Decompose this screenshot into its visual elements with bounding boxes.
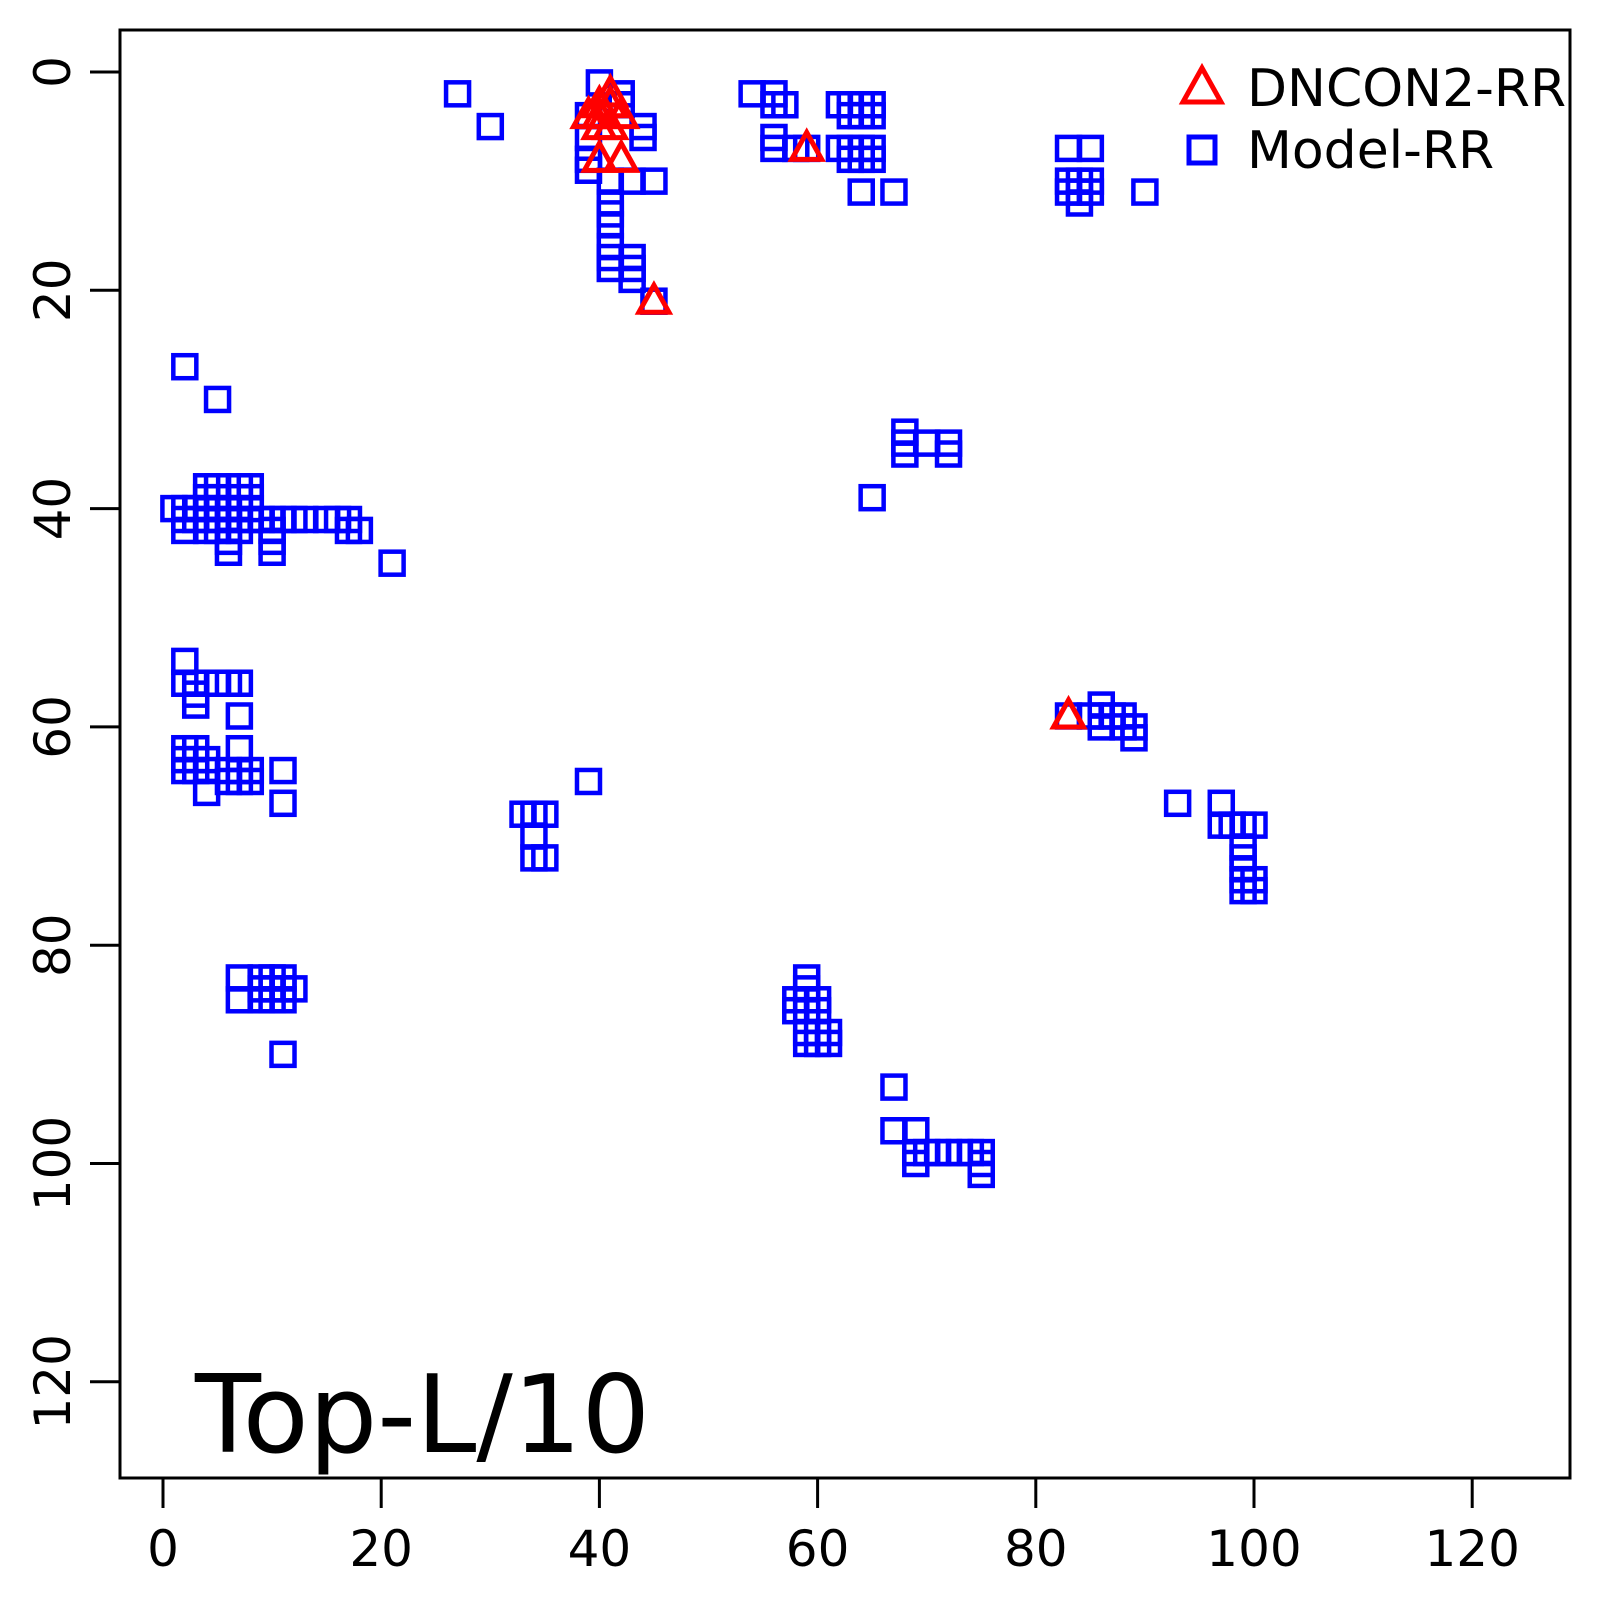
- y-tick-label: 100: [24, 1116, 82, 1211]
- legend-square-icon: [1186, 134, 1218, 166]
- model-rr-point: [771, 90, 799, 119]
- model-rr-point: [269, 1040, 297, 1069]
- x-tick-label: 80: [1004, 1520, 1068, 1578]
- model-rr-point: [1240, 876, 1268, 905]
- x-tick-label: 20: [349, 1520, 413, 1578]
- dncon2-rr-point: [601, 138, 641, 173]
- model-rr-point: [1207, 789, 1236, 818]
- model-rr-point: [378, 549, 406, 577]
- model-rr-point: [640, 167, 668, 195]
- legend: DNCON2-RR Model-RR: [1178, 59, 1566, 181]
- model-rr-point: [225, 702, 254, 730]
- dncon2-rr-point: [591, 105, 630, 141]
- model-rr-point: [181, 691, 210, 719]
- model-rr-point: [203, 385, 232, 414]
- model-rr-point: [1120, 724, 1148, 752]
- model-rr-point: [269, 789, 297, 818]
- model-rr-point: [596, 167, 625, 195]
- dncon2-rr-point: [787, 127, 826, 162]
- series-dncon2-rr: [569, 72, 1088, 730]
- y-tick-label: 80: [24, 913, 82, 977]
- model-rr-point: [443, 80, 472, 108]
- x-axis: 0 20 40 60 80 100 120: [147, 1478, 1520, 1578]
- legend-label-dncon2: DNCON2-RR: [1247, 59, 1566, 119]
- model-rr-point: [345, 516, 374, 545]
- x-tick-label: 60: [786, 1520, 850, 1578]
- model-rr-point: [880, 1073, 908, 1101]
- model-rr-point: [236, 767, 265, 796]
- model-rr-point: [912, 429, 941, 457]
- model-rr-point: [1065, 189, 1094, 217]
- dncon2-rr-point: [634, 280, 674, 315]
- y-tick-label: 60: [24, 695, 82, 759]
- model-rr-point: [858, 145, 886, 174]
- model-rr-point: [618, 265, 646, 294]
- x-tick-label: 40: [568, 1520, 632, 1578]
- model-rr-point: [847, 178, 875, 206]
- model-rr-point: [902, 1149, 930, 1178]
- model-rr-point: [225, 734, 254, 763]
- model-rr-point: [225, 986, 254, 1014]
- x-tick-label: 120: [1424, 1520, 1519, 1578]
- model-rr-point: [520, 822, 548, 850]
- model-rr-point: [880, 178, 908, 206]
- plot-border: [118, 28, 1572, 1480]
- model-rr-point: [814, 1029, 843, 1058]
- model-rr-point: [967, 1160, 995, 1189]
- model-rr-point: [1163, 789, 1192, 818]
- panel-title: Top-L/10: [194, 1353, 650, 1478]
- model-rr-point: [880, 1117, 908, 1145]
- x-tick-label: 0: [147, 1520, 179, 1578]
- model-rr-point: [1054, 134, 1083, 163]
- x-tick-label: 100: [1206, 1520, 1301, 1578]
- model-rr-point: [192, 778, 221, 807]
- legend-label-model: Model-RR: [1247, 121, 1494, 181]
- model-rr-point: [225, 964, 254, 992]
- model-rr-point: [269, 756, 297, 785]
- model-rr-point: [858, 483, 886, 512]
- model-rr-point: [476, 112, 505, 141]
- model-rr-point: [858, 101, 886, 130]
- model-rr-point: [269, 986, 297, 1014]
- model-rr-point: [171, 647, 199, 676]
- model-rr-point: [171, 352, 199, 381]
- model-rr-point: [258, 538, 286, 567]
- model-rr-point: [574, 767, 603, 796]
- y-axis: 0 20 40 60 80 100 120: [24, 56, 120, 1430]
- model-rr-point: [531, 844, 559, 872]
- model-rr-point: [225, 669, 254, 697]
- y-tick-label: 0: [24, 56, 82, 88]
- model-rr-point: [738, 80, 766, 108]
- model-rr-point: [934, 440, 963, 468]
- y-tick-label: 120: [24, 1334, 82, 1429]
- series-model-rr: [160, 69, 1268, 1189]
- y-tick-label: 40: [24, 477, 82, 541]
- dncon2-rr-point: [580, 138, 619, 173]
- dncon2-rr-point: [1049, 694, 1088, 730]
- model-rr-point: [902, 1117, 930, 1145]
- model-rr-point: [214, 538, 243, 567]
- model-rr-point: [618, 167, 646, 195]
- model-rr-point: [1131, 178, 1159, 206]
- model-rr-point: [629, 123, 657, 152]
- y-tick-label: 20: [24, 258, 82, 322]
- legend-triangle-icon: [1178, 62, 1226, 105]
- model-rr-point: [1076, 134, 1105, 163]
